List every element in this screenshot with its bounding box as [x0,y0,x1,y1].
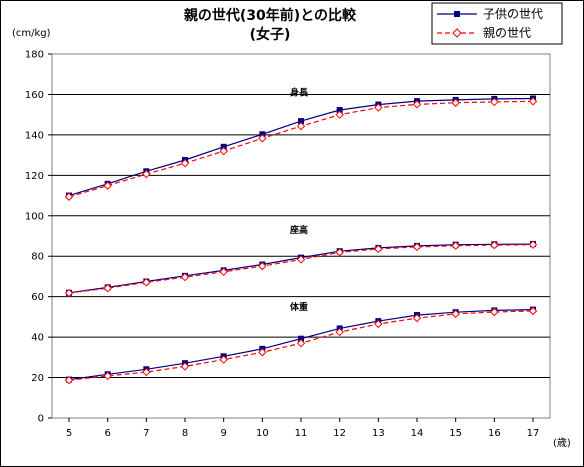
legend-item-child: 子供の世代 [437,7,543,21]
data-point [374,244,383,254]
y-tick-label: 80 [31,252,44,263]
x-tick-label: 13 [372,428,385,439]
data-point [64,288,74,298]
data-point [258,348,267,357]
data-point [258,261,267,271]
x-tick-label: 15 [449,428,462,439]
y-tick-label: 140 [25,130,44,141]
data-point [220,143,227,150]
plot-area [51,53,551,419]
y-tick-label: 180 [25,50,44,61]
legend-marker-parent [452,28,462,38]
data-point [64,192,74,201]
y-tick-label: 100 [25,211,44,222]
data-point [451,309,460,319]
y-axis-label: (cm/kg) [12,28,51,39]
annotation-label: 座高 [289,224,308,236]
data-point [490,97,499,107]
data-point [490,307,499,317]
data-point [180,362,190,371]
x-axis-label: (歳) [553,437,571,449]
x-tick-label: 8 [182,428,188,439]
data-point [219,355,228,364]
data-point [103,181,112,190]
y-axis-ticks: 0 20 40 60 80 100 120 140 160 180 [25,50,52,425]
x-tick-label: 14 [411,428,424,439]
data-point [258,134,267,143]
data-point [296,255,306,264]
data-point [335,110,344,119]
y-tick-label: 60 [31,292,44,303]
data-point [528,240,538,249]
x-tick-label: 9 [220,428,226,439]
data-point [64,375,74,385]
x-tick-label: 16 [488,428,501,439]
x-tick-label: 10 [256,428,269,439]
data-point [335,248,344,257]
gridlines [52,93,550,379]
x-tick-label: 17 [527,428,540,439]
series-parent-5 [64,306,538,385]
legend-box [431,2,563,45]
legend-label-parent: 親の世代 [483,26,531,40]
annotation-label: 体重 [290,301,308,313]
data-point [528,306,538,316]
y-tick-label: 120 [25,171,44,182]
data-point [103,371,112,381]
x-tick-label: 11 [295,428,308,439]
series-parent-3 [64,240,538,298]
annotation-label: 身長 [290,86,309,98]
data-point [296,121,306,131]
data-point [490,240,499,250]
data-point [142,278,151,287]
data-point [142,169,151,179]
y-tick-label: 20 [31,373,44,384]
data-point [180,272,190,282]
data-point [451,98,460,107]
chart-title: 親の世代(30年前)との比較 [184,7,357,24]
data-point [103,283,112,293]
data-point [412,313,422,323]
y-tick-label: 0 [38,414,44,425]
x-tick-label: 7 [143,428,149,439]
data-point [298,335,304,342]
legend-item-parent: 親の世代 [437,26,531,40]
data-point [412,100,422,109]
y-tick-label: 40 [31,333,44,344]
x-tick-label: 5 [66,428,72,439]
x-tick-label: 12 [333,428,346,439]
legend: 子供の世代 親の世代 [431,2,563,45]
data-point [142,367,151,377]
data-point [451,241,460,250]
legend-label-child: 子供の世代 [483,7,543,21]
data-point [528,97,538,106]
data-point [336,107,343,114]
data-point [412,242,422,252]
data-point [219,146,228,156]
series-group [64,95,538,385]
data-point [298,118,304,125]
legend-marker-child [454,11,460,17]
data-point [180,158,190,168]
data-point [335,327,344,337]
y-tick-label: 160 [25,90,44,101]
data-point [296,338,306,348]
data-point [374,103,383,112]
x-tick-label: 6 [104,428,110,439]
chart-subtitle: (女子) [250,26,291,43]
series-parent-1 [64,97,538,201]
x-axis-ticks: 5 6 7 8 9 10 11 12 13 14 15 16 17 [66,418,540,439]
data-point [374,319,383,329]
data-point [219,267,228,277]
